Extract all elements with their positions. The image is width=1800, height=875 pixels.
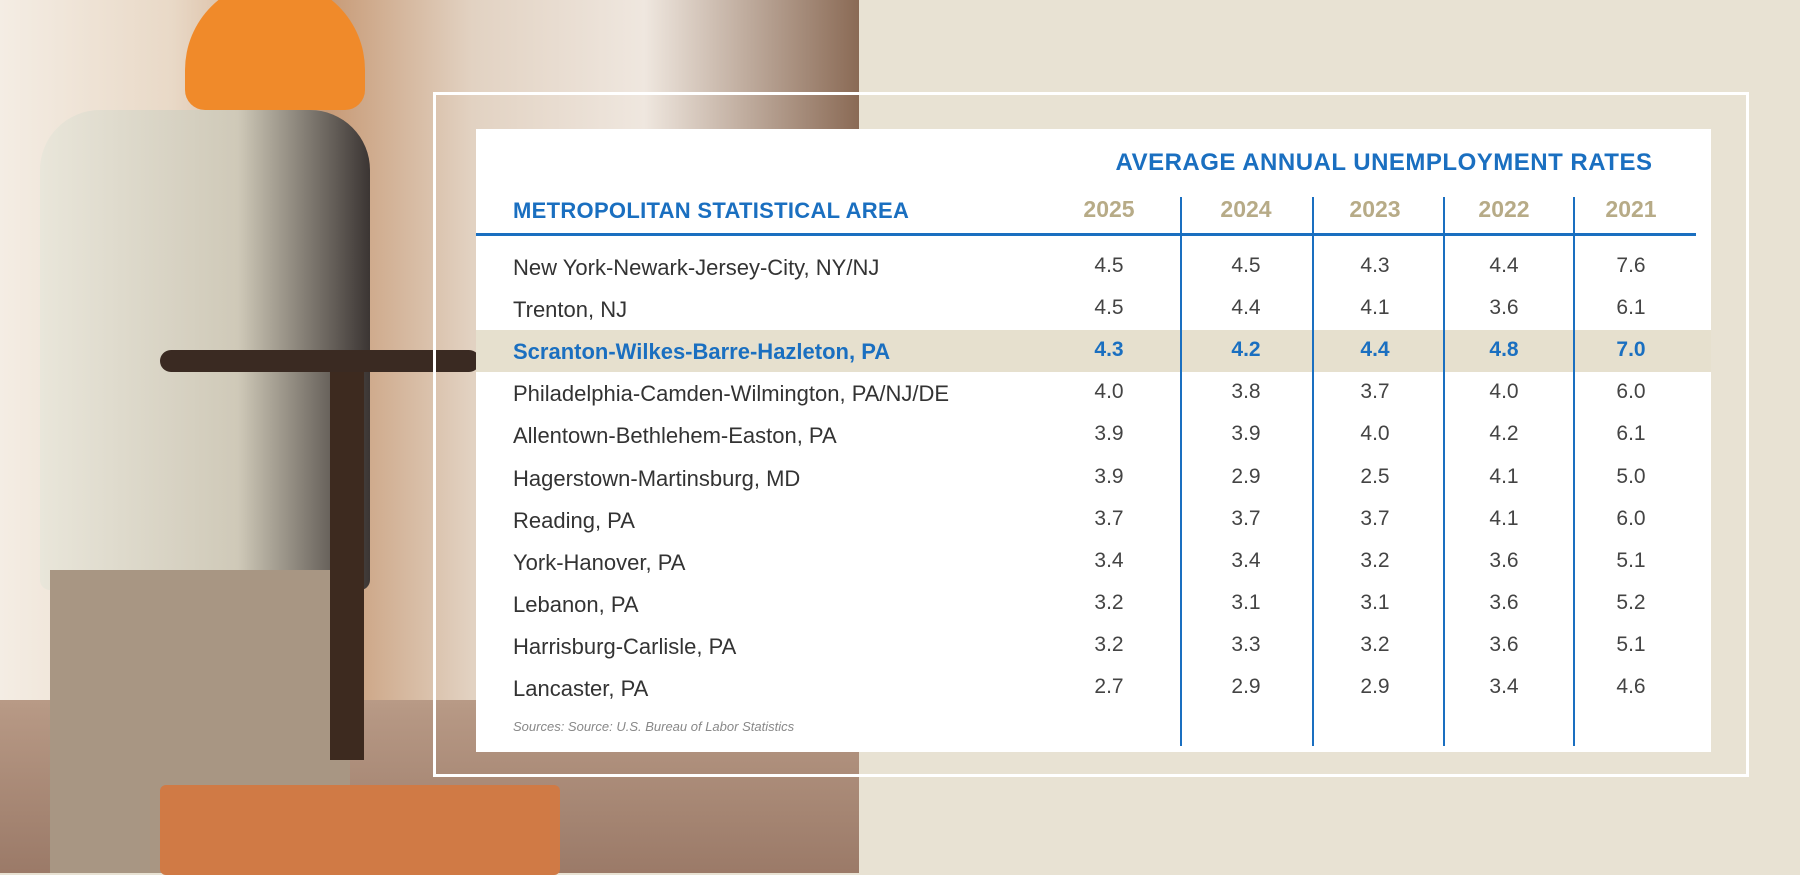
pallet-jack-post — [330, 360, 364, 760]
rate-cell: 3.7 — [1094, 506, 1124, 530]
pallet-jack-base — [160, 785, 560, 875]
table-row: Trenton, NJ 4.5 4.4 4.1 3.6 6.1 — [476, 288, 1711, 330]
year-header: 2022 — [1478, 196, 1530, 222]
rate-cell: 5.2 — [1616, 590, 1646, 614]
table-row: Lebanon, PA 3.2 3.1 3.1 3.6 5.2 — [476, 583, 1711, 625]
rate-cell: 4.0 — [1360, 422, 1390, 446]
rate-cell: 6.1 — [1616, 296, 1646, 320]
hard-hat — [185, 0, 365, 110]
rate-cell: 4.3 — [1360, 254, 1390, 277]
rate-cell: 3.4 — [1489, 675, 1519, 698]
table-row: Hagerstown-Martinsburg, MD 3.9 2.9 2.5 4.1 5.… — [476, 457, 1711, 499]
table-row-highlighted: Scranton-Wilkes-Barre-Hazleton, PA 4.3 4.2… — [476, 330, 1711, 373]
table-row: Allentown-Bethlehem-Easton, PA 3.9 3.9 4.0 4… — [476, 414, 1711, 456]
source-note: Sources: Source: U.S. Bureau of Labor St… — [513, 719, 795, 734]
rate-cell: 3.8 — [1231, 380, 1261, 404]
rate-cell: 4.6 — [1616, 675, 1646, 698]
rate-cell: 4.1 — [1489, 464, 1519, 488]
header-divider — [476, 233, 1696, 236]
rate-cell: 3.7 — [1360, 506, 1390, 530]
rate-cell: 3.4 — [1231, 548, 1261, 572]
rate-cell: 3.6 — [1489, 590, 1519, 614]
rate-cell: 4.2 — [1489, 422, 1519, 446]
rate-cell: 2.7 — [1094, 675, 1124, 698]
area-name: York-Hanover, PA — [513, 549, 686, 575]
rate-cell: 4.1 — [1489, 506, 1519, 530]
rate-cell: 3.6 — [1489, 548, 1519, 572]
table-row: Reading, PA 3.7 3.7 3.7 4.1 6.0 — [476, 499, 1711, 541]
rate-cell: 4.8 — [1489, 338, 1519, 362]
area-name: Scranton-Wilkes-Barre-Hazleton, PA — [513, 339, 891, 365]
year-header: 2025 — [1083, 196, 1135, 222]
rate-cell: 5.1 — [1616, 632, 1646, 656]
rate-cell: 2.5 — [1360, 464, 1390, 488]
area-name: New York-Newark-Jersey-City, NY/NJ — [513, 255, 880, 280]
rate-cell: 4.4 — [1360, 338, 1390, 362]
table-row: Harrisburg-Carlisle, PA 3.2 3.3 3.2 3.6 5.1 — [476, 625, 1711, 667]
rate-cell: 4.1 — [1360, 296, 1390, 320]
rate-cell: 4.5 — [1231, 254, 1261, 277]
rate-cell: 3.7 — [1360, 380, 1390, 404]
rate-cell: 3.3 — [1231, 632, 1261, 656]
column-divider — [1573, 197, 1575, 746]
rate-cell: 4.4 — [1231, 296, 1261, 320]
rate-cell: 3.6 — [1489, 296, 1519, 320]
year-header: 2023 — [1349, 196, 1401, 222]
rate-cell: 6.0 — [1616, 380, 1646, 404]
rate-cell: 4.3 — [1094, 338, 1124, 362]
rate-cell: 4.0 — [1094, 380, 1124, 404]
rate-cell: 3.9 — [1231, 422, 1261, 446]
rate-cell: 3.7 — [1231, 506, 1261, 530]
rate-cell: 3.2 — [1094, 632, 1124, 656]
area-name: Hagerstown-Martinsburg, MD — [513, 465, 801, 491]
rate-cell: 6.1 — [1616, 422, 1646, 446]
area-name: Reading, PA — [513, 507, 635, 533]
rate-cell: 3.9 — [1094, 422, 1124, 446]
rate-cell: 4.5 — [1094, 296, 1124, 320]
rate-cell: 4.2 — [1231, 338, 1261, 362]
rate-cell: 3.6 — [1489, 632, 1519, 656]
decorative-frame — [433, 92, 1749, 777]
year-header: 2024 — [1220, 196, 1272, 222]
area-column-header: METROPOLITAN STATISTICAL AREA — [513, 198, 910, 223]
column-divider — [1180, 197, 1182, 746]
table-row: Philadelphia-Camden-Wilmington, PA/NJ/DE… — [476, 372, 1711, 414]
area-name: Philadelphia-Camden-Wilmington, PA/NJ/DE — [513, 381, 950, 407]
rate-cell: 7.0 — [1616, 338, 1646, 362]
rate-cell: 4.0 — [1489, 380, 1519, 404]
rate-cell: 3.2 — [1360, 548, 1390, 572]
rate-cell: 2.9 — [1231, 675, 1261, 698]
rate-cell: 3.1 — [1360, 590, 1390, 614]
year-header: 2021 — [1605, 196, 1657, 222]
rate-cell: 3.2 — [1360, 632, 1390, 656]
area-name: Lebanon, PA — [513, 591, 639, 617]
rate-cell: 5.0 — [1616, 464, 1646, 488]
rate-cell: 3.9 — [1094, 464, 1124, 488]
table-row: New York-Newark-Jersey-City, NY/NJ 4.5 4.5… — [476, 246, 1711, 288]
area-name: Harrisburg-Carlisle, PA — [513, 633, 737, 659]
rate-cell: 2.9 — [1360, 675, 1390, 698]
rate-cell: 2.9 — [1231, 464, 1261, 488]
area-name: Trenton, NJ — [513, 297, 628, 323]
pallet-jack-handle — [160, 350, 480, 372]
rate-cell: 3.2 — [1094, 590, 1124, 614]
table-title: AVERAGE ANNUAL UNEMPLOYMENT RATES — [1115, 149, 1653, 176]
table-row: York-Hanover, PA 3.4 3.4 3.2 3.6 5.1 — [476, 541, 1711, 583]
rate-cell: 5.1 — [1616, 548, 1646, 572]
rate-cell: 6.0 — [1616, 506, 1646, 530]
rate-cell: 3.1 — [1231, 590, 1261, 614]
rate-cell: 3.4 — [1094, 548, 1124, 572]
area-name: Lancaster, PA — [513, 676, 649, 701]
rate-cell: 4.4 — [1489, 254, 1519, 277]
column-divider — [1312, 197, 1314, 746]
rate-cell: 4.5 — [1094, 254, 1124, 277]
column-divider — [1443, 197, 1445, 746]
unemployment-table: Lancaster, PA 2.7 2.9 2.9 3.4 4.6 Harrisburg-C… — [476, 129, 1711, 752]
table-row: Lancaster, PA 2.7 2.9 2.9 3.4 4.6 — [476, 667, 1711, 709]
area-name: Allentown-Bethlehem-Easton, PA — [513, 423, 837, 449]
rate-cell: 7.6 — [1616, 254, 1646, 277]
